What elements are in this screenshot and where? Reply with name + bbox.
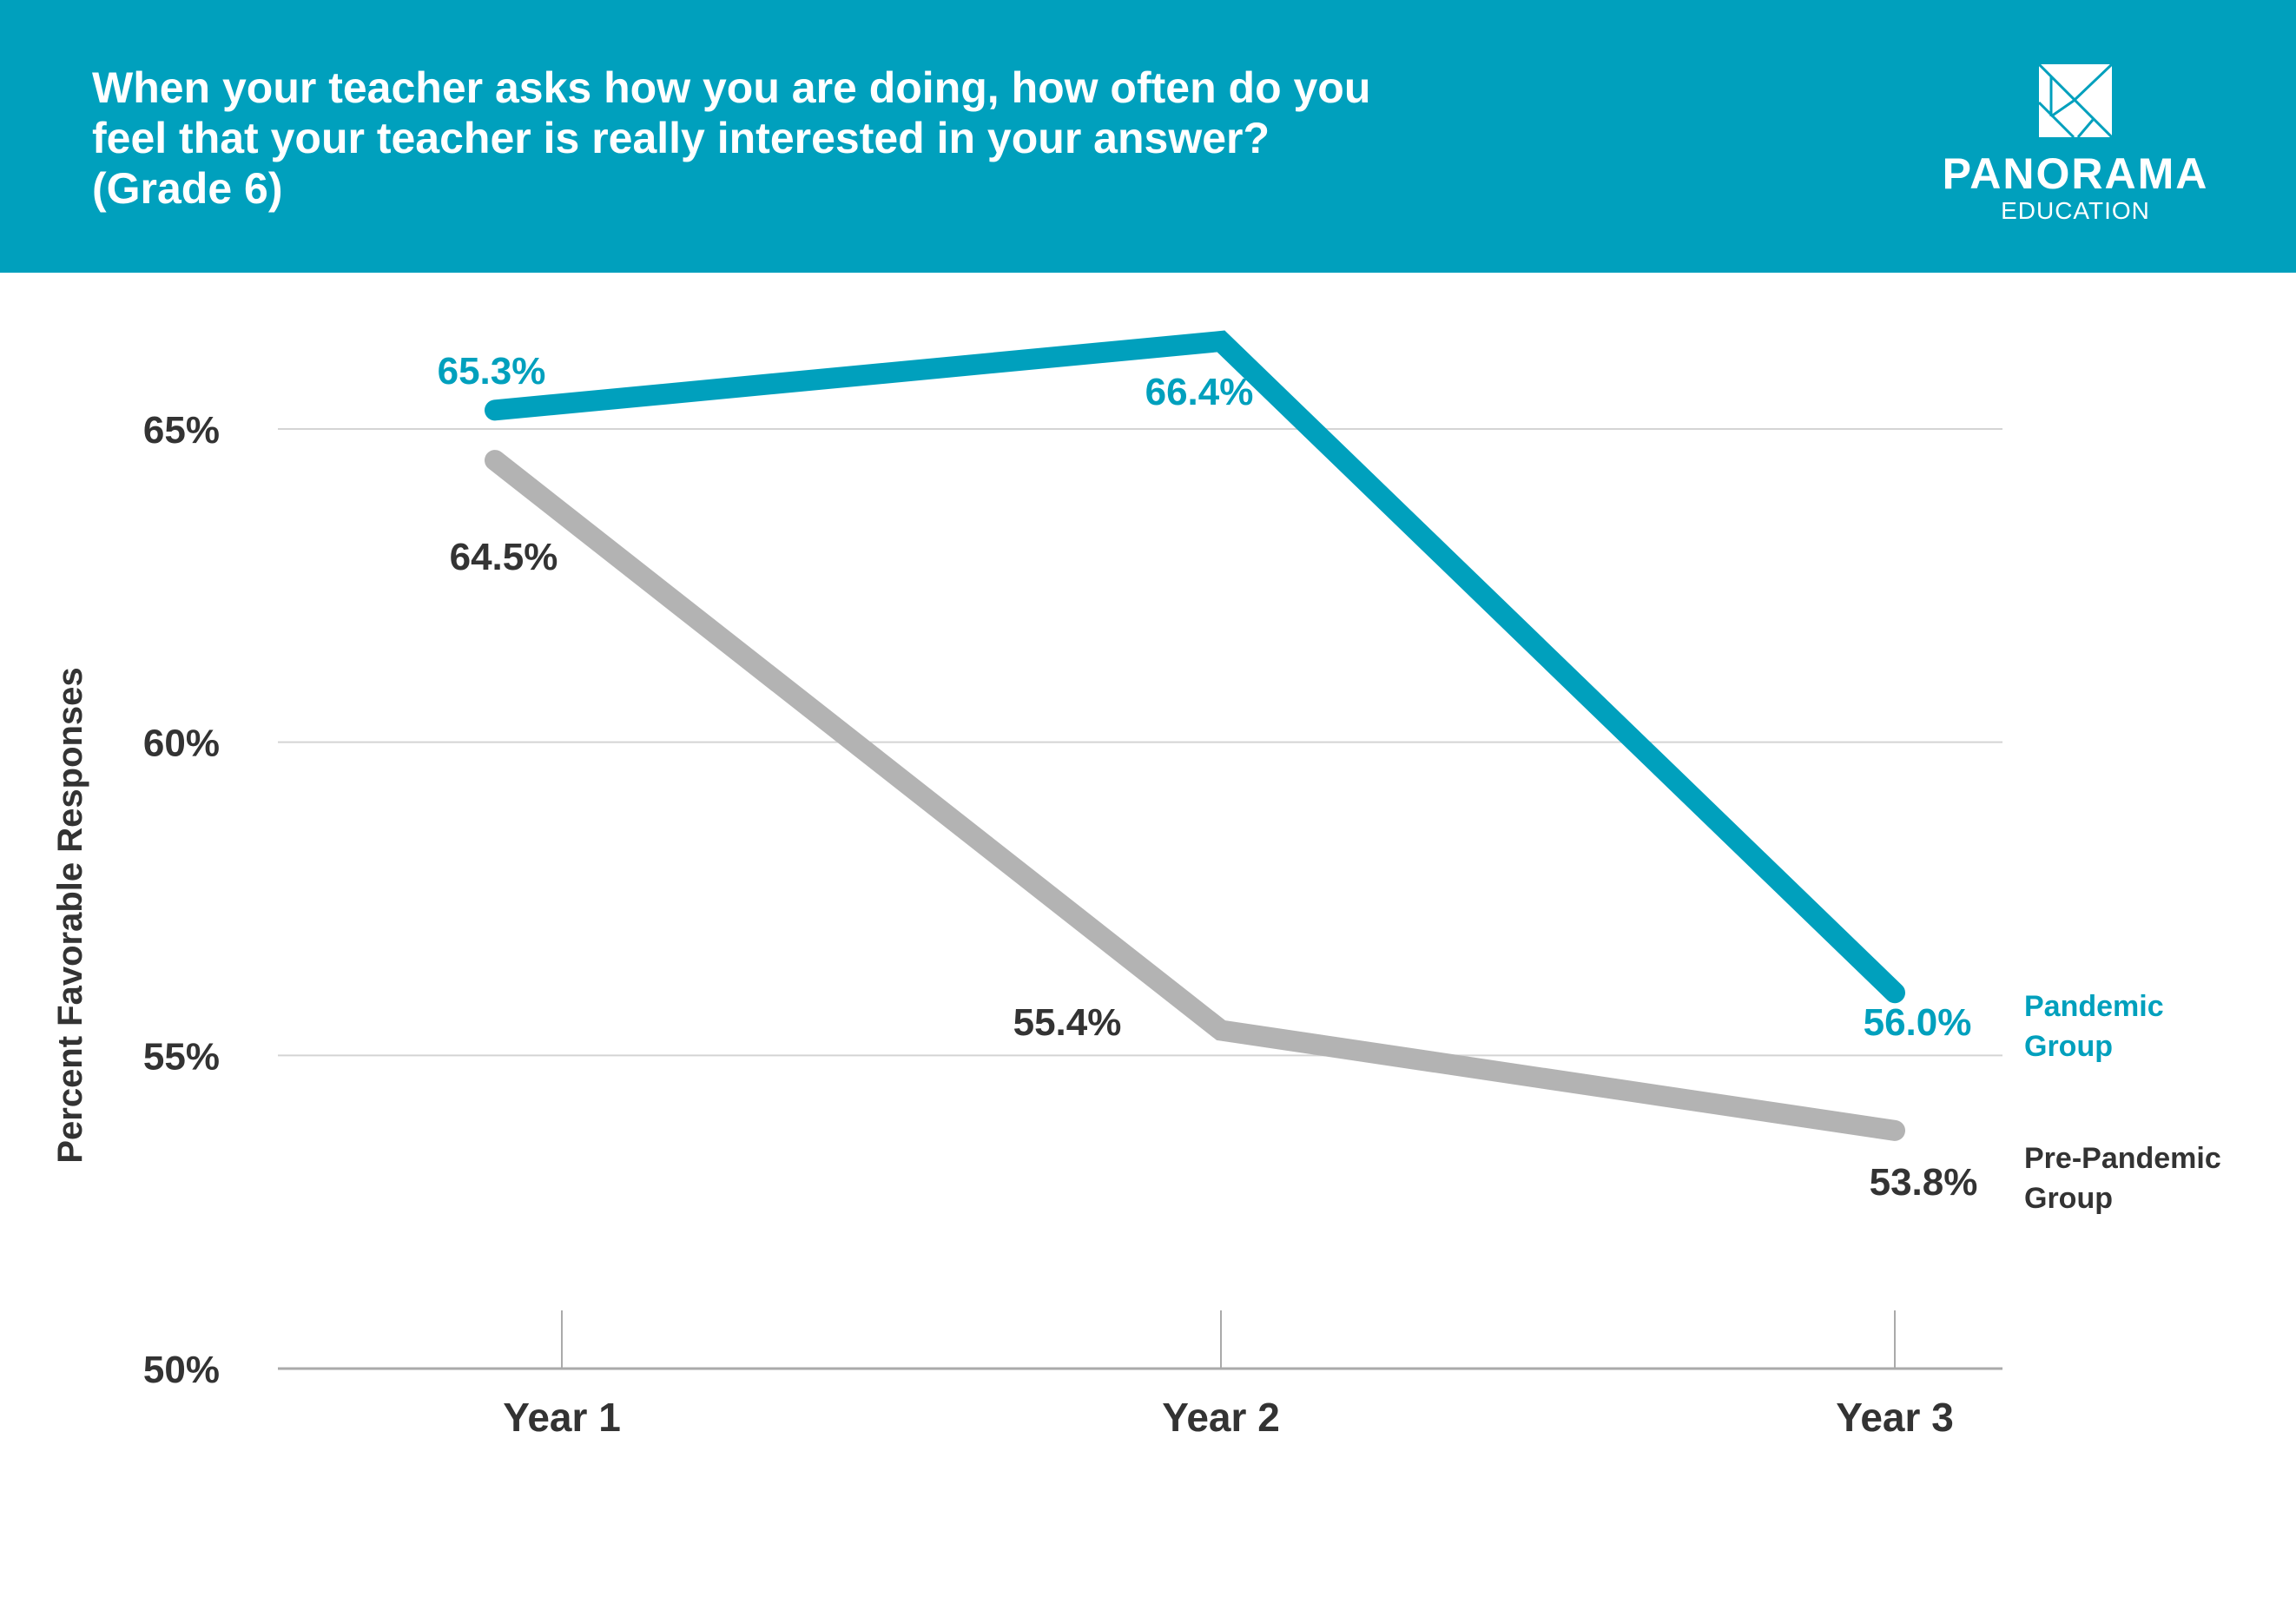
data-label: 66.4%: [1145, 371, 1254, 413]
header-banner: When your teacher asks how you are doing…: [0, 0, 2296, 273]
legend-label: Group: [2024, 1030, 2113, 1063]
logo-sub: EDUCATION: [2001, 197, 2150, 224]
y-tick-label: 60%: [143, 723, 220, 765]
tangram-logo-icon: [2037, 63, 2114, 139]
x-tick-label: Year 1: [503, 1395, 621, 1440]
y-tick-label: 55%: [143, 1035, 220, 1078]
panorama-logo: PANORAMA EDUCATION: [1936, 63, 2214, 225]
y-axis-label: Percent Favorable Responses: [51, 667, 89, 1163]
x-tick-label: Year 2: [1162, 1395, 1280, 1440]
title-line: (Grade 6): [92, 164, 283, 213]
y-tick-label: 65%: [143, 409, 220, 452]
x-tick-label: Year 3: [1836, 1395, 1954, 1440]
data-label: 65.3%: [438, 350, 546, 393]
legend-label: Group: [2024, 1182, 2113, 1215]
logo-brand: PANORAMA: [1942, 149, 2209, 198]
legend-label: Pandemic: [2024, 990, 2164, 1023]
title-line: When your teacher asks how you are doing…: [92, 63, 1371, 112]
title-line: feel that your teacher is really interes…: [92, 114, 1270, 162]
data-label: 56.0%: [1864, 1001, 1972, 1044]
legend-label: Pre-Pandemic: [2024, 1142, 2221, 1175]
y-tick-label: 50%: [143, 1349, 220, 1391]
data-label: 53.8%: [1870, 1161, 1978, 1204]
data-label: 64.5%: [450, 536, 558, 578]
data-label: 55.4%: [1013, 1001, 1122, 1044]
series-line-pandemic: [485, 330, 1905, 1004]
chart-title: When your teacher asks how you are doing…: [92, 63, 1568, 214]
